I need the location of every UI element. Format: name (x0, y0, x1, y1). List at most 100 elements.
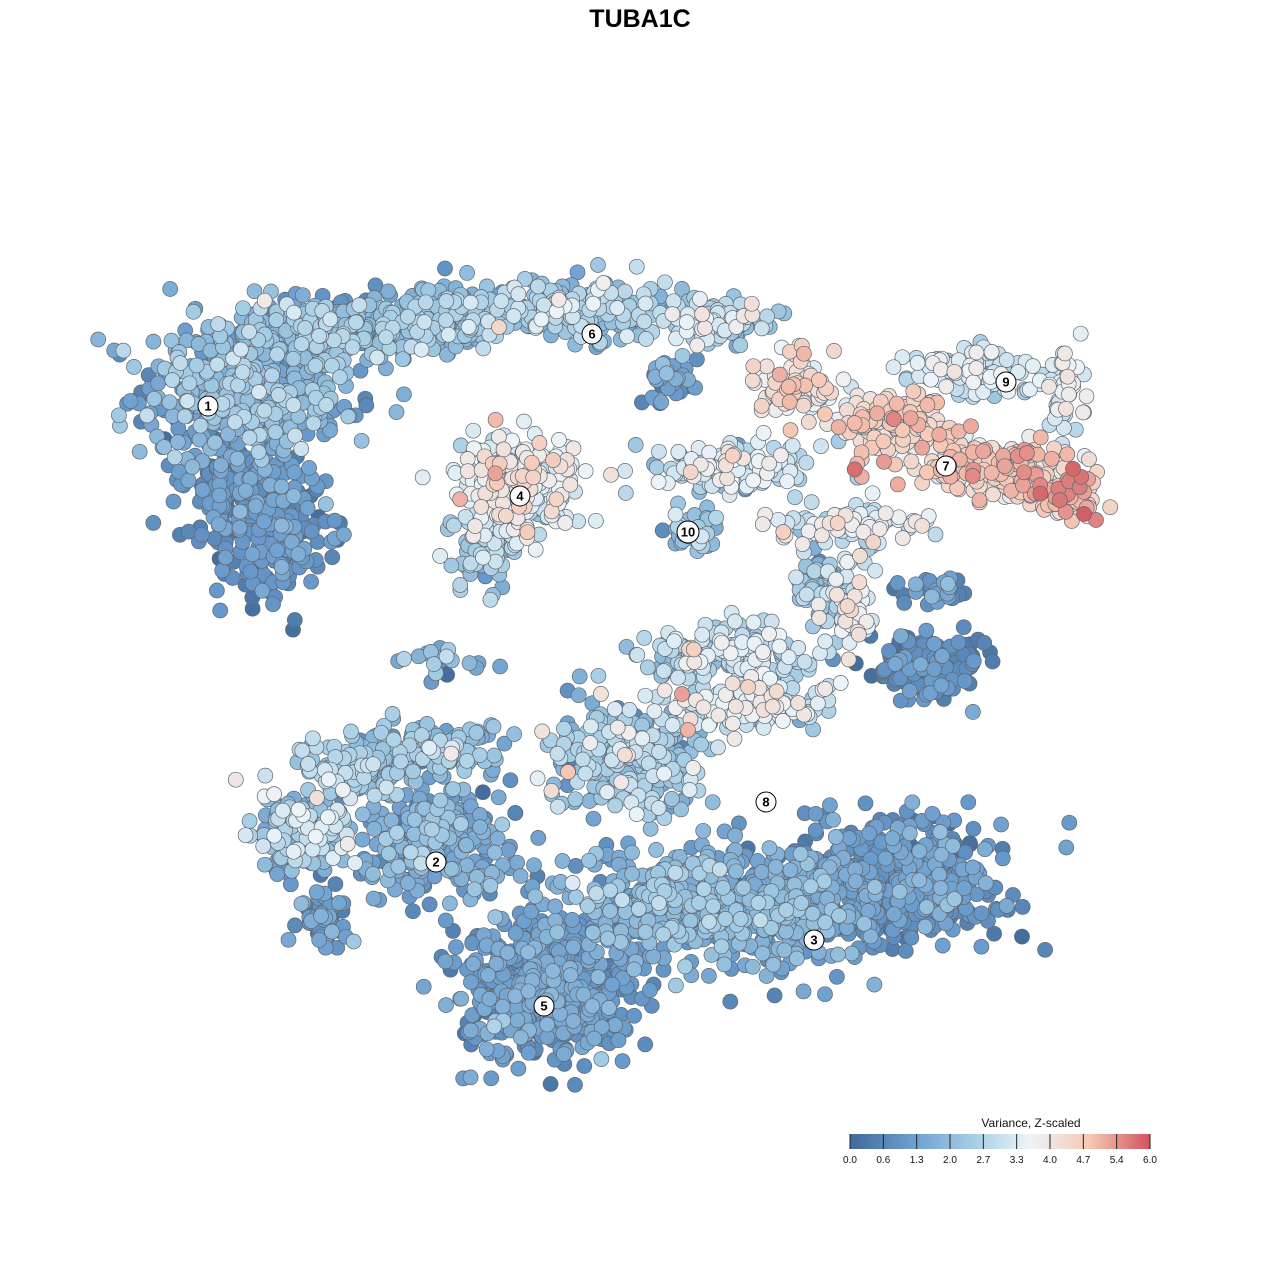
cell-point (654, 522, 671, 539)
cell-point (918, 622, 935, 639)
cell-point (400, 308, 416, 325)
cell-point (565, 939, 581, 956)
cell-point (932, 824, 949, 840)
cell-point (192, 417, 209, 434)
cell-point (926, 661, 942, 678)
cell-point (303, 523, 320, 540)
cell-point (509, 854, 525, 871)
cell-point (214, 562, 231, 579)
cell-point (437, 260, 453, 277)
cell-point (956, 673, 973, 689)
cell-point (405, 763, 421, 780)
cell-point (653, 394, 670, 411)
cell-point (394, 351, 411, 368)
cell-point (717, 911, 734, 927)
cell-point (1014, 928, 1030, 945)
cell-point (264, 367, 280, 384)
cell-point (624, 866, 640, 882)
cell-point (297, 320, 313, 336)
cell-point (267, 424, 284, 440)
cell-point (576, 1058, 593, 1074)
cell-point (161, 394, 178, 411)
cell-point (313, 908, 329, 924)
cell-point (918, 899, 935, 915)
cell-point (984, 653, 1001, 670)
cell-point (732, 337, 749, 354)
cell-point (1061, 814, 1078, 831)
cell-point (792, 846, 809, 862)
cell-point (542, 1076, 559, 1092)
cell-point (443, 861, 460, 877)
cell-point (520, 1044, 537, 1061)
cell-point (793, 895, 810, 911)
cell-point (507, 925, 524, 942)
cell-point (630, 901, 647, 917)
cell-point (326, 512, 343, 529)
cell-point (765, 956, 782, 973)
cell-point (637, 924, 654, 940)
cell-point (877, 850, 894, 867)
cell-point (614, 1053, 631, 1069)
cell-point (273, 478, 290, 495)
cell-point (499, 944, 516, 961)
cell-point (166, 449, 183, 466)
cell-point (639, 659, 656, 676)
cell-point (468, 724, 485, 741)
cell-point (658, 365, 675, 382)
cell-point (241, 429, 258, 446)
cell-point (405, 903, 421, 920)
cell-point (645, 948, 662, 965)
cell-point (354, 831, 371, 848)
cell-point (695, 822, 712, 839)
cell-point (715, 879, 731, 896)
cell-point (976, 635, 993, 651)
cell-point (247, 498, 264, 515)
cell-point (886, 906, 902, 923)
cell-point (512, 1029, 529, 1046)
cell-point (162, 281, 179, 297)
cell-point (713, 938, 730, 955)
cell-point (896, 595, 913, 611)
cell-point (365, 866, 381, 882)
cell-point (704, 794, 721, 811)
cell-point (494, 998, 511, 1015)
cell-point (437, 953, 454, 970)
cell-point (452, 437, 469, 454)
cell-point (212, 602, 229, 619)
cell-point (366, 821, 383, 837)
cell-point (567, 791, 584, 808)
cell-point (593, 1051, 610, 1067)
cell-point (181, 375, 198, 392)
cell-point (354, 806, 371, 823)
cell-point (891, 883, 908, 900)
cell-point (866, 879, 883, 895)
cell-point (601, 1000, 617, 1016)
cell-point (1037, 941, 1053, 958)
cell-point (530, 830, 547, 846)
cell-point (998, 898, 1015, 914)
cell-point (973, 905, 990, 922)
cell-point (164, 372, 181, 388)
cell-point (901, 683, 918, 699)
cell-point (483, 1070, 500, 1087)
cell-point (492, 658, 508, 675)
cell-point (415, 978, 432, 995)
cell-point (510, 1060, 527, 1077)
cell-point (385, 731, 402, 748)
cell-point (946, 891, 963, 907)
cell-point (480, 967, 496, 983)
cell-point (897, 943, 914, 959)
cell-point (421, 896, 438, 913)
cell-point (567, 858, 584, 874)
cell-point (384, 706, 401, 722)
cell-point (866, 976, 883, 993)
cell-point (627, 437, 644, 453)
cell-point (301, 460, 317, 476)
cell-point (911, 843, 928, 859)
cell-point (705, 898, 721, 915)
cell-point (626, 1007, 642, 1024)
cell-point (453, 816, 469, 832)
cell-point (565, 1013, 582, 1029)
cell-point (459, 752, 475, 769)
cell-point (269, 346, 286, 363)
